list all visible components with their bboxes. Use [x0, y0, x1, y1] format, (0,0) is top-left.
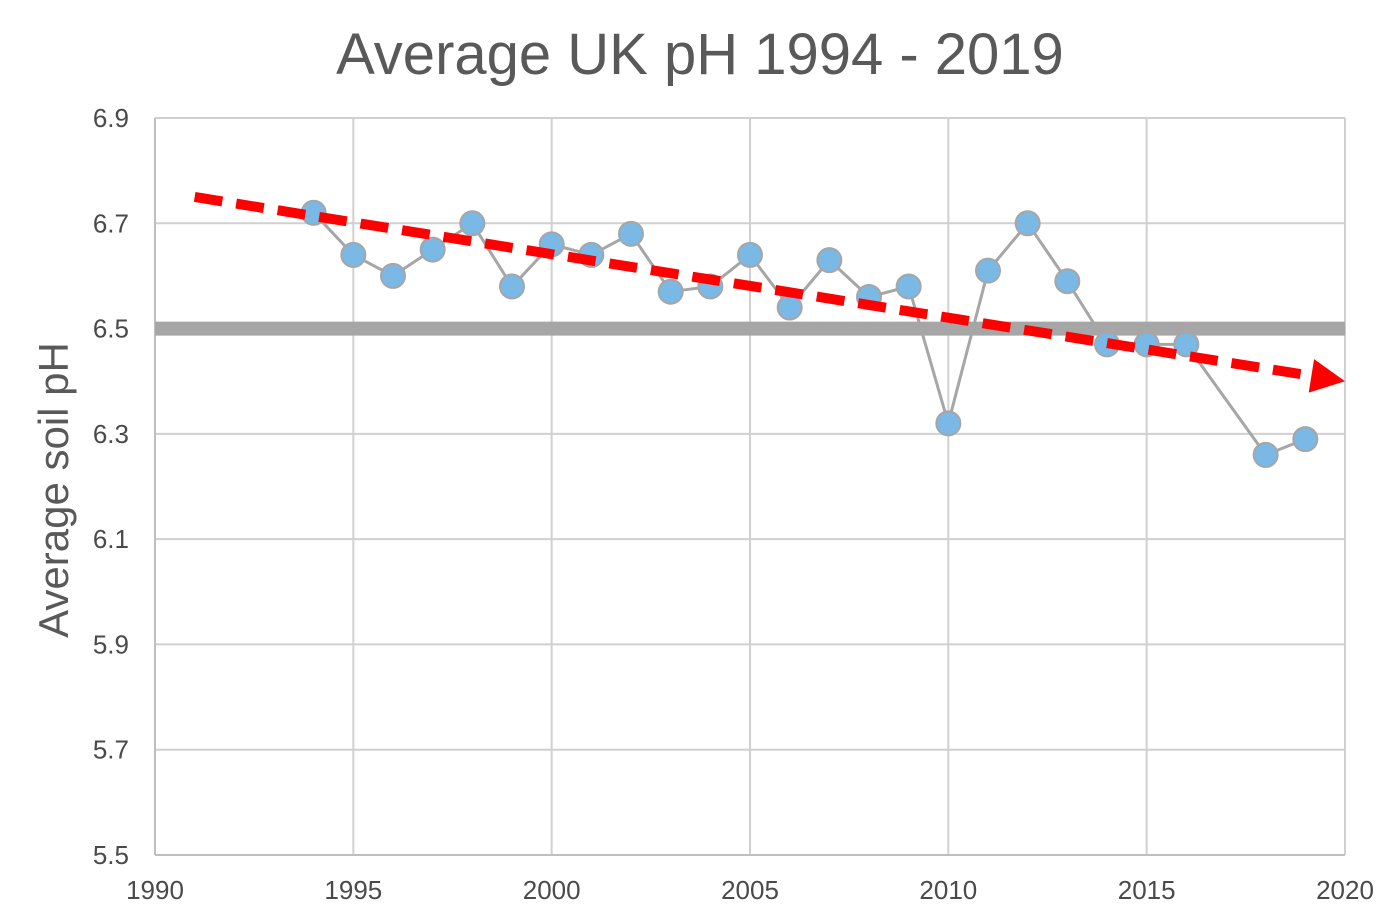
- y-tick-label: 6.7: [93, 208, 129, 238]
- y-tick-label: 6.3: [93, 419, 129, 449]
- trend-arrowhead: [1308, 359, 1345, 393]
- data-point: [776, 294, 803, 321]
- data-point: [380, 262, 406, 289]
- y-tick-label: 5.5: [93, 840, 129, 870]
- chart-title: Average UK pH 1994 - 2019: [336, 22, 1064, 87]
- trend-line: [193, 192, 1313, 381]
- data-point: [935, 410, 962, 437]
- data-point: [1292, 426, 1319, 453]
- data-point: [618, 220, 644, 247]
- x-tick-label: 1990: [126, 875, 184, 905]
- gridlines: [155, 117, 1346, 855]
- data-point: [895, 273, 922, 300]
- y-tick-label: 6.1: [93, 524, 129, 554]
- data-point: [1252, 441, 1279, 468]
- data-point: [459, 210, 486, 237]
- x-tick-label: 1995: [324, 875, 382, 905]
- axes: [154, 118, 1345, 856]
- x-tick-label: 2010: [919, 875, 977, 905]
- data-point: [499, 273, 525, 300]
- data-point: [816, 247, 843, 274]
- data-point: [1173, 331, 1200, 358]
- data-point: [975, 257, 1001, 284]
- data-point: [657, 278, 684, 305]
- x-tick-label: 2015: [1118, 875, 1176, 905]
- x-tick-label: 2005: [721, 875, 779, 905]
- data-point: [419, 236, 446, 263]
- y-tick-label: 5.7: [93, 735, 129, 765]
- data-point: [1054, 268, 1081, 295]
- y-tick-label: 6.9: [93, 103, 129, 133]
- x-tick-label: 2000: [523, 875, 581, 905]
- y-axis-label: Average soil pH: [30, 342, 77, 638]
- data-point: [1014, 210, 1041, 237]
- x-tick-label: 2020: [1316, 875, 1374, 905]
- data-point: [340, 241, 367, 268]
- plot-marks: [155, 192, 1345, 468]
- y-tick-label: 6.5: [93, 314, 129, 344]
- data-point: [737, 241, 763, 268]
- tick-labels: 5.5 5.7 5.9 6.1 6.3 6.5 6.7 6.9 1990 1995 2000 2005…: [93, 103, 1374, 905]
- y-tick-label: 5.9: [93, 629, 129, 659]
